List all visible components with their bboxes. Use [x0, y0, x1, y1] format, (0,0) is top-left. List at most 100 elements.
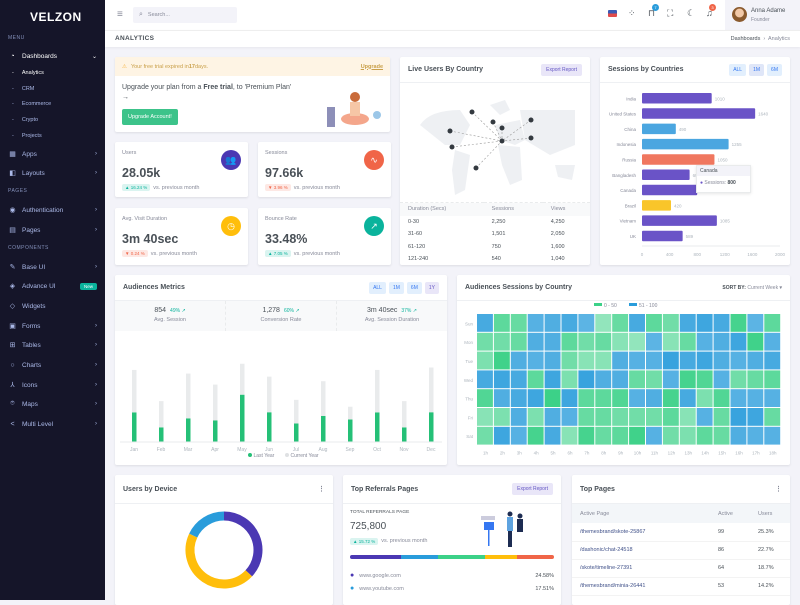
heatmap-cell[interactable] — [595, 314, 612, 332]
bar-last-year[interactable] — [375, 412, 380, 442]
heatmap-cell[interactable] — [730, 426, 747, 445]
bar-last-year[interactable] — [321, 415, 326, 442]
sidebar-item-forms[interactable]: ▣ Forms › — [8, 319, 97, 333]
heatmap-cell[interactable] — [561, 426, 578, 445]
heatmap-cell[interactable] — [747, 389, 764, 407]
heatmap-cell[interactable] — [493, 426, 510, 445]
heatmap-cell[interactable] — [730, 314, 747, 332]
heatmap-cell[interactable] — [544, 426, 561, 445]
heatmap-cell[interactable] — [713, 389, 730, 407]
heatmap-cell[interactable] — [578, 332, 595, 351]
heatmap-cell[interactable] — [493, 408, 510, 426]
heatmap-cell[interactable] — [510, 408, 527, 426]
heatmap-cell[interactable] — [646, 351, 662, 370]
bar-last-year[interactable] — [429, 412, 434, 442]
heatmap-cell[interactable] — [629, 332, 645, 351]
heatmap-cell[interactable] — [544, 408, 561, 426]
bar-current-year[interactable] — [429, 367, 434, 413]
heatmap-cell[interactable] — [561, 351, 578, 370]
map-marker[interactable] — [528, 117, 534, 123]
heatmap-cell[interactable] — [646, 314, 662, 332]
bar[interactable] — [642, 138, 729, 150]
map-marker[interactable] — [499, 138, 505, 144]
referral-site[interactable]: www.google.com — [359, 572, 401, 579]
heatmap-cell[interactable] — [629, 370, 645, 389]
heatmap-cell[interactable] — [612, 332, 629, 351]
heatmap-cell[interactable] — [612, 314, 629, 332]
sidebar-item-base-ui[interactable]: ✎ Base UI › — [8, 260, 97, 274]
page-link[interactable]: /themesbrand/minia-26441 — [580, 583, 646, 589]
bar-last-year[interactable] — [402, 427, 407, 442]
heatmap-cell[interactable] — [578, 370, 595, 389]
map-marker[interactable] — [449, 144, 455, 150]
more-vertical-icon[interactable]: ⋮ — [318, 486, 325, 493]
bar-current-year[interactable] — [132, 369, 137, 413]
dark-mode-icon[interactable]: ☾ — [687, 8, 696, 18]
cart-icon[interactable]: ⊓ — [648, 8, 656, 18]
bar-last-year[interactable] — [294, 423, 299, 442]
heatmap-cell[interactable] — [527, 351, 544, 370]
donut-slice[interactable] — [185, 533, 253, 589]
heatmap-cell[interactable] — [493, 314, 510, 332]
heatmap-cell[interactable] — [561, 332, 578, 351]
legend-label[interactable]: Last Year — [254, 453, 275, 459]
export-report-button[interactable]: Export Report — [512, 483, 553, 495]
heatmap-cell[interactable] — [578, 351, 595, 370]
heatmap-cell[interactable] — [747, 426, 764, 445]
export-report-button[interactable]: Export Report — [541, 63, 582, 76]
hamburger-icon[interactable]: ≡ — [117, 9, 123, 20]
heatmap-cell[interactable] — [713, 332, 730, 351]
heatmap-cell[interactable] — [662, 408, 679, 426]
sidebar-item-authentication[interactable]: ◉ Authentication › — [8, 203, 97, 217]
heatmap-cell[interactable] — [527, 408, 544, 426]
heatmap-cell[interactable] — [747, 314, 764, 332]
heatmap-cell[interactable] — [662, 351, 679, 370]
heatmap-cell[interactable] — [527, 389, 544, 407]
heatmap-cell[interactable] — [662, 332, 679, 351]
heatmap-cell[interactable] — [764, 314, 781, 332]
heatmap-cell[interactable] — [679, 389, 696, 407]
bell-icon[interactable]: ♫ — [706, 8, 713, 18]
bar-last-year[interactable] — [348, 419, 353, 442]
map-marker[interactable] — [528, 135, 534, 141]
map-marker[interactable] — [499, 125, 505, 131]
donut-slice[interactable] — [189, 511, 225, 538]
sidebar-item-tables[interactable]: ⊞ Tables › — [8, 338, 97, 352]
heatmap-cell[interactable] — [493, 351, 510, 370]
heatmap-cell[interactable] — [477, 351, 493, 370]
sidebar-item-pages[interactable]: ▤ Pages › — [8, 223, 97, 237]
search-input[interactable]: ⌕ Search... — [133, 7, 237, 23]
sidebar-subitem-crypto[interactable]: - Crypto — [12, 117, 39, 124]
heatmap-cell[interactable] — [527, 314, 544, 332]
heatmap-cell[interactable] — [629, 351, 645, 370]
upgrade-account-button[interactable]: Upgrade Account! — [122, 109, 178, 125]
bar-last-year[interactable] — [186, 418, 191, 442]
bar[interactable] — [642, 215, 717, 226]
filter-6m[interactable]: 6M — [767, 63, 782, 76]
heatmap-cell[interactable] — [527, 332, 544, 351]
heatmap-cell[interactable] — [510, 370, 527, 389]
breadcrumb-dashboards[interactable]: Dashboards — [730, 36, 761, 42]
heatmap-cell[interactable] — [730, 389, 747, 407]
heatmap-cell[interactable] — [662, 314, 679, 332]
heatmap-cell[interactable] — [646, 389, 662, 407]
bar[interactable] — [642, 154, 715, 165]
heatmap-cell[interactable] — [764, 408, 781, 426]
heatmap-cell[interactable] — [493, 332, 510, 351]
page-link[interactable]: /dashonic/chat-24518 — [580, 547, 633, 553]
filter-1m[interactable]: 1M — [749, 63, 765, 76]
heatmap-cell[interactable] — [662, 426, 679, 445]
user-menu[interactable]: Anna Adame Founder — [725, 0, 800, 30]
heatmap-cell[interactable] — [578, 426, 595, 445]
map-marker[interactable] — [473, 165, 479, 171]
page-link[interactable]: /skote/timeline-27391 — [580, 565, 633, 571]
sidebar-item-dashboards[interactable]: ◔ Dashboards ⌄ — [8, 49, 97, 63]
filter-all[interactable]: ALL — [369, 281, 386, 294]
heatmap-cell[interactable] — [764, 389, 781, 407]
sidebar-item-charts[interactable]: ○ Charts › — [8, 358, 97, 372]
heatmap-cell[interactable] — [477, 332, 493, 351]
heatmap-cell[interactable] — [679, 426, 696, 445]
map-marker[interactable] — [469, 109, 475, 115]
heatmap-cell[interactable] — [679, 314, 696, 332]
heatmap-cell[interactable] — [696, 389, 713, 407]
